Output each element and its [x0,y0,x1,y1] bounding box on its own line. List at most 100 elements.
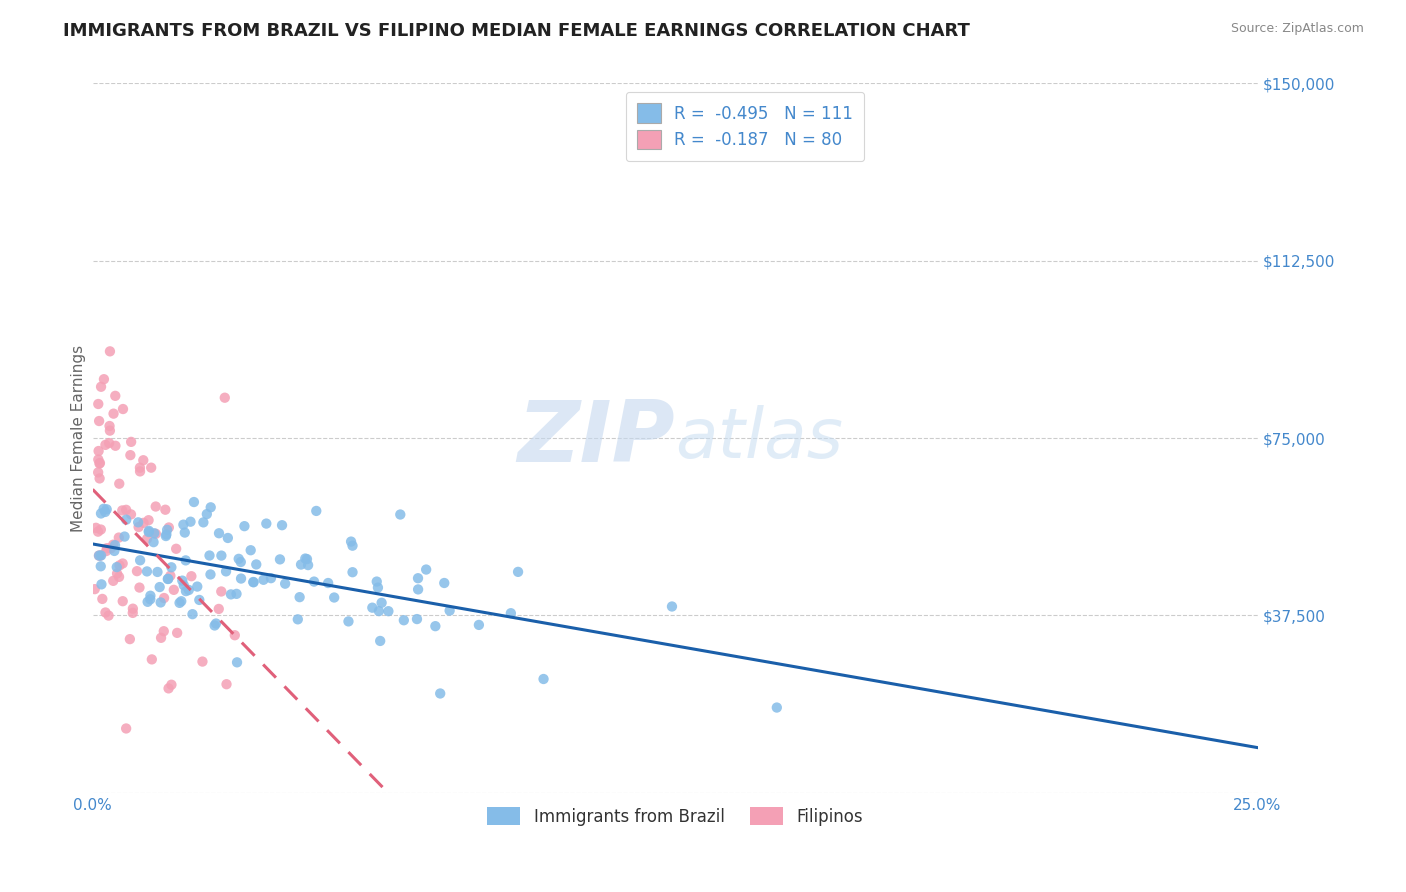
Point [406,571,429,585]
Point [295,552,318,566]
Point [389,508,412,522]
Point [323,591,346,605]
Point [252,573,274,587]
Point [129,553,152,567]
Point [209,549,232,563]
Point [143,526,166,541]
Point [370,596,392,610]
Point [87,466,110,480]
Point [661,599,683,614]
Point [302,574,325,589]
Point [217,531,239,545]
Point [392,613,415,627]
Point [340,534,363,549]
Point [103,574,125,588]
Point [157,520,180,534]
Point [219,587,242,601]
Point [155,529,177,543]
Point [169,596,191,610]
Point [87,524,110,539]
Point [239,543,262,558]
Point [155,527,177,541]
Point [180,569,202,583]
Point [96,541,118,556]
Point [103,538,125,552]
Point [105,566,128,581]
Point [120,448,142,462]
Point [183,495,205,509]
Point [159,568,181,582]
Point [425,619,447,633]
Legend: Immigrants from Brazil, Filipinos: Immigrants from Brazil, Filipinos [479,799,872,834]
Point [367,604,389,618]
Point [170,594,193,608]
Point [165,541,187,556]
Point [141,460,163,475]
Point [150,631,173,645]
Point [108,558,131,573]
Point [215,565,238,579]
Point [200,500,222,515]
Point [128,581,150,595]
Point [367,581,389,595]
Point [155,502,177,516]
Point [108,476,131,491]
Point [188,593,211,607]
Point [305,504,328,518]
Point [108,570,131,584]
Point [533,672,555,686]
Point [89,549,111,563]
Point [103,407,125,421]
Point [156,523,179,537]
Point [245,558,267,572]
Point [157,681,180,696]
Point [160,560,183,574]
Point [766,700,789,714]
Point [157,572,180,586]
Point [132,516,155,530]
Point [290,558,312,572]
Y-axis label: Median Female Earnings: Median Female Earnings [72,344,86,532]
Point [129,460,152,475]
Point [506,565,529,579]
Point [94,438,117,452]
Point [132,453,155,467]
Point [429,686,451,700]
Point [368,634,391,648]
Point [233,519,256,533]
Point [111,402,134,417]
Point [105,560,128,574]
Point [226,656,249,670]
Point [136,565,159,579]
Point [115,503,138,517]
Point [195,507,218,521]
Point [173,578,195,592]
Point [90,559,112,574]
Point [111,557,134,571]
Point [156,572,179,586]
Point [141,652,163,666]
Point [366,574,388,589]
Point [274,576,297,591]
Point [208,526,231,541]
Point [177,582,200,597]
Point [174,584,197,599]
Point [172,517,194,532]
Point [96,544,118,558]
Point [93,501,115,516]
Point [153,591,176,605]
Point [120,434,142,449]
Point [204,618,226,632]
Point [90,380,112,394]
Point [172,574,194,588]
Point [215,677,238,691]
Point [94,505,117,519]
Point [84,521,107,535]
Point [174,553,197,567]
Point [139,592,162,607]
Point [139,589,162,603]
Point [96,502,118,516]
Point [125,564,148,578]
Point [98,419,121,434]
Point [186,580,208,594]
